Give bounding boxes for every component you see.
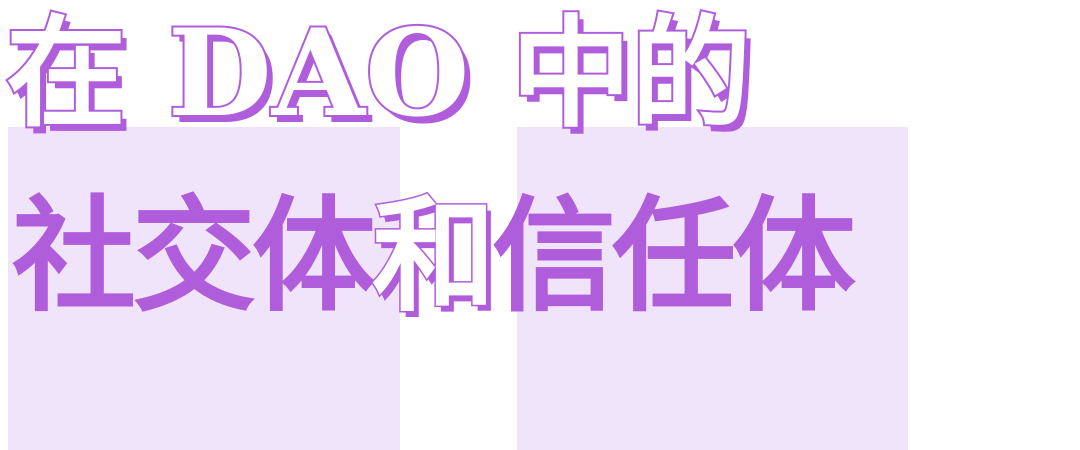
headline-conjunction: 和 (371, 184, 498, 329)
left-background-block (8, 127, 400, 450)
headline-line-1: 在 DAO 中的 (4, 3, 753, 144)
headline-social-body: 社交体 (12, 184, 376, 329)
right-background-block (517, 127, 908, 450)
headline-trust-body: 信任体 (492, 184, 856, 329)
headline-line-2: 社交体和信任体 (12, 193, 856, 320)
